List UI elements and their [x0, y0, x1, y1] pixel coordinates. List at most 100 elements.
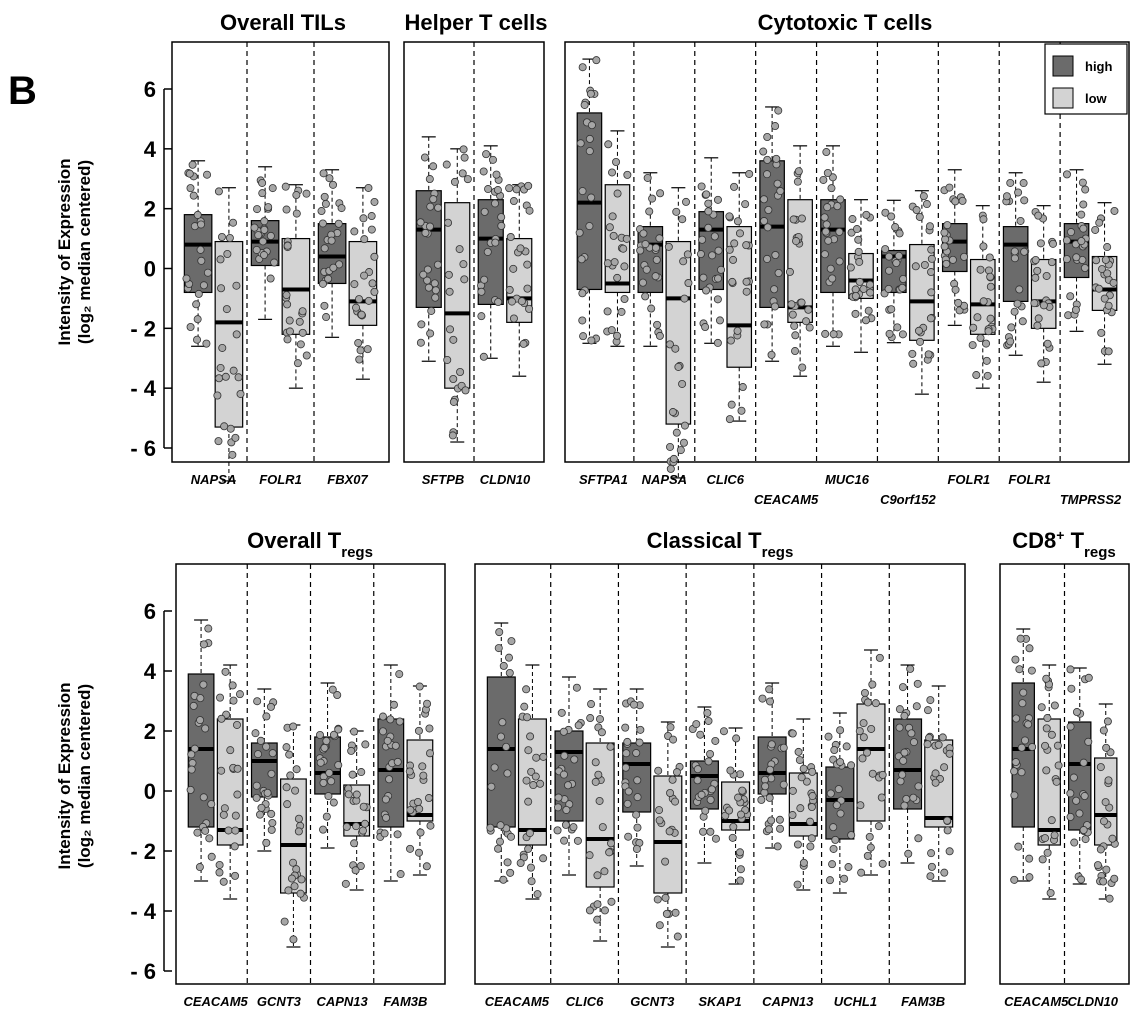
data-point — [1017, 743, 1026, 752]
data-point — [795, 756, 804, 765]
data-point — [827, 184, 836, 193]
data-point — [342, 822, 351, 831]
data-point — [651, 243, 660, 252]
data-point — [1096, 845, 1105, 854]
data-point — [445, 287, 454, 296]
data-point — [202, 339, 211, 348]
data-point — [926, 314, 935, 323]
data-point — [797, 773, 806, 782]
data-point — [674, 362, 683, 371]
data-point — [913, 679, 922, 688]
data-point — [218, 343, 227, 352]
y-tick-label: 6 — [144, 599, 156, 624]
data-point — [359, 214, 368, 223]
data-point — [406, 806, 415, 815]
data-point — [828, 173, 837, 182]
data-point — [824, 732, 833, 741]
data-point — [334, 219, 343, 228]
data-point — [1096, 763, 1105, 772]
data-point — [492, 170, 501, 179]
data-point — [587, 336, 596, 345]
data-point — [266, 702, 275, 711]
data-point — [507, 832, 516, 841]
data-point — [851, 291, 860, 300]
data-point — [576, 139, 585, 148]
data-point — [866, 280, 875, 289]
data-point — [370, 197, 379, 206]
data-point — [610, 258, 619, 267]
data-point — [925, 222, 934, 231]
data-point — [505, 285, 514, 294]
data-point — [958, 196, 967, 205]
data-point — [824, 236, 833, 245]
data-point — [898, 330, 907, 339]
data-point — [836, 195, 845, 204]
data-point — [863, 851, 872, 860]
data-point — [1093, 861, 1102, 870]
data-point — [706, 749, 715, 758]
data-point — [833, 202, 842, 211]
data-point — [186, 785, 195, 794]
data-point — [327, 777, 336, 786]
gene-label: CEACAM5 — [754, 492, 819, 507]
data-point — [463, 175, 472, 184]
data-point — [632, 844, 641, 853]
data-point — [655, 816, 664, 825]
data-point — [923, 740, 932, 749]
data-point — [355, 295, 364, 304]
data-point — [729, 255, 738, 264]
data-point — [516, 859, 525, 868]
data-point — [560, 751, 569, 760]
data-point — [797, 214, 806, 223]
data-point — [591, 758, 600, 767]
data-point — [427, 306, 436, 315]
data-point — [802, 317, 811, 326]
data-point — [502, 742, 511, 751]
panel-title: Overall Tregs — [247, 528, 373, 561]
data-point — [596, 715, 605, 724]
data-point — [262, 712, 271, 721]
data-point — [600, 906, 609, 915]
data-point — [855, 257, 864, 266]
data-point — [798, 363, 807, 372]
data-point — [1046, 888, 1055, 897]
data-point — [220, 804, 229, 813]
data-point — [609, 231, 618, 240]
data-point — [725, 415, 734, 424]
y-tick-label: - 2 — [130, 839, 156, 864]
data-point — [766, 765, 775, 774]
data-point — [736, 865, 745, 874]
data-point — [943, 826, 952, 835]
data-point — [1098, 265, 1107, 274]
data-point — [655, 921, 664, 930]
data-point — [1016, 216, 1025, 225]
data-point — [1031, 273, 1040, 282]
data-point — [494, 844, 503, 853]
panel-title: Cytotoxic T cells — [758, 10, 933, 35]
data-point — [891, 223, 900, 232]
gene-label: SFTPB — [422, 472, 465, 487]
gene-label: FAM3B — [383, 994, 427, 1009]
data-point — [268, 818, 277, 827]
data-point — [252, 793, 261, 802]
data-point — [216, 693, 225, 702]
data-point — [350, 727, 359, 736]
data-point — [633, 793, 642, 802]
panel-title: CD8+ Tregs — [1012, 527, 1115, 561]
data-point — [258, 178, 267, 187]
data-point — [884, 284, 893, 293]
data-point — [1081, 185, 1090, 194]
data-point — [426, 821, 435, 830]
data-point — [587, 700, 596, 709]
data-point — [1075, 809, 1084, 818]
data-point — [461, 386, 470, 395]
data-point — [262, 838, 271, 847]
data-point — [607, 326, 616, 335]
data-point — [1102, 865, 1111, 874]
data-point — [642, 265, 651, 274]
box-low — [585, 742, 615, 888]
data-point — [741, 200, 750, 209]
data-point — [1033, 321, 1042, 330]
data-point — [268, 749, 277, 758]
data-point — [1047, 730, 1056, 739]
